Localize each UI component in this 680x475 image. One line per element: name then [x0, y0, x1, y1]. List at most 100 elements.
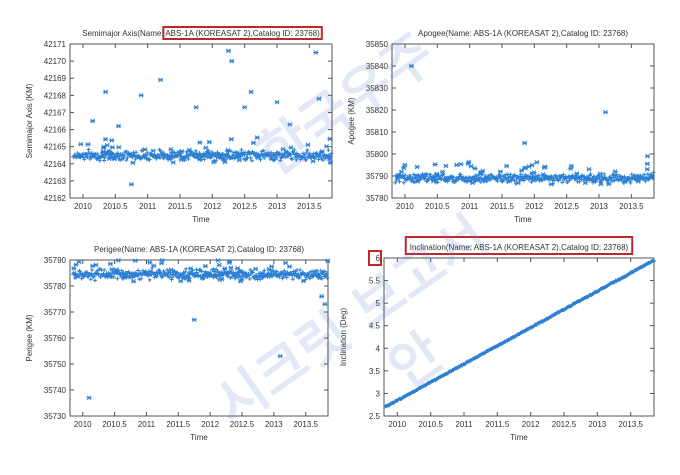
data-point — [272, 272, 278, 278]
data-point — [100, 149, 106, 154]
data-point — [526, 177, 531, 182]
y-axis-label: Perigee (KM) — [25, 314, 34, 361]
data-point — [327, 136, 333, 142]
data-point — [583, 176, 589, 182]
data-point — [239, 276, 245, 282]
data-point — [95, 151, 100, 156]
data-point — [226, 260, 232, 265]
data-point — [132, 258, 138, 264]
data-point — [497, 169, 503, 174]
data-point — [168, 146, 174, 152]
data-point — [497, 173, 502, 178]
x-tick-label: 2012 — [525, 202, 543, 211]
data-point — [192, 271, 197, 276]
data-point — [79, 276, 84, 281]
data-point — [478, 169, 484, 175]
x-tick-label: 2013 — [590, 202, 608, 211]
data-point — [142, 147, 148, 152]
y-tick-label: 6 — [376, 254, 381, 263]
data-point — [151, 263, 157, 269]
data-point — [301, 278, 307, 284]
chart-panel-4: Inclination(Name: ABS-1A (KOREASAT 2),Ca… — [339, 236, 656, 442]
data-point — [233, 276, 238, 281]
data-point — [225, 147, 231, 153]
y-tick-label: 35750 — [44, 360, 67, 369]
data-point — [183, 269, 188, 274]
x-tick-label: 2013.5 — [293, 420, 318, 429]
data-point — [115, 258, 121, 263]
data-point — [111, 275, 116, 280]
data-point — [423, 172, 429, 178]
data-point — [412, 180, 417, 185]
data-point — [206, 148, 211, 153]
data-point — [250, 269, 255, 274]
data-point — [158, 260, 164, 266]
x-tick-label: 2011.5 — [168, 202, 192, 211]
data-point — [239, 147, 244, 152]
data-point — [597, 175, 602, 180]
x-tick-label: 2012.5 — [232, 202, 257, 211]
data-point — [311, 272, 317, 277]
data-point — [319, 294, 325, 299]
x-tick-label: 2013 — [265, 420, 283, 429]
data-point — [285, 149, 290, 154]
data-point — [237, 278, 243, 284]
y-tick-label: 3.5 — [369, 367, 381, 376]
x-tick-label: 2012 — [201, 420, 219, 429]
data-point — [622, 179, 628, 184]
data-point — [289, 157, 294, 162]
data-point — [91, 274, 96, 279]
data-point — [188, 266, 194, 271]
data-point — [102, 155, 107, 160]
data-point — [277, 274, 282, 279]
data-point — [548, 181, 554, 187]
data-point — [192, 151, 198, 156]
data-point — [512, 178, 517, 183]
data-point — [215, 258, 221, 263]
y-tick-label: 35840 — [366, 62, 389, 71]
data-point — [458, 172, 463, 177]
data-point — [606, 181, 612, 187]
x-tick-label: 2012 — [522, 420, 540, 429]
data-point — [305, 142, 311, 148]
x-tick-label: 2011.5 — [490, 202, 514, 211]
data-point — [197, 140, 203, 145]
data-point — [322, 301, 328, 307]
x-tick-label: 2012.5 — [230, 420, 255, 429]
x-tick-label: 2012.5 — [554, 202, 579, 211]
y-tick-label: 42171 — [44, 40, 67, 49]
data-point — [267, 152, 272, 157]
chart-panel-1: Semimajor Axis(Name: ABS-1A (KOREASAT 2)… — [25, 26, 334, 224]
data-point — [577, 179, 582, 184]
data-point — [169, 151, 174, 156]
data-point — [102, 158, 107, 163]
x-tick-label: 2012.5 — [552, 420, 577, 429]
x-tick-label: 2011.5 — [485, 420, 509, 429]
data-point — [651, 170, 656, 175]
data-point — [254, 135, 260, 140]
data-point — [618, 174, 623, 179]
data-point — [541, 165, 547, 170]
data-point — [413, 175, 418, 180]
x-tick-label: 2010 — [74, 420, 92, 429]
data-point — [319, 149, 325, 154]
data-point — [202, 263, 208, 269]
data-point — [222, 266, 228, 271]
data-point — [74, 273, 80, 279]
chart-panel-3: Perigee(Name: ABS-1A (KOREASAT 2),Catalo… — [25, 245, 331, 442]
data-point — [150, 148, 156, 154]
data-point — [393, 180, 398, 185]
y-tick-label: 35780 — [366, 194, 389, 203]
y-tick-label: 5.5 — [369, 277, 381, 286]
data-point — [145, 150, 150, 155]
data-point — [190, 268, 195, 273]
data-point — [292, 147, 297, 152]
data-point — [161, 269, 166, 274]
data-point — [143, 153, 148, 158]
data-point — [147, 260, 153, 265]
data-point — [633, 173, 639, 179]
data-point — [80, 152, 85, 157]
data-points — [71, 258, 331, 401]
data-point — [534, 159, 540, 165]
data-point — [97, 158, 102, 163]
